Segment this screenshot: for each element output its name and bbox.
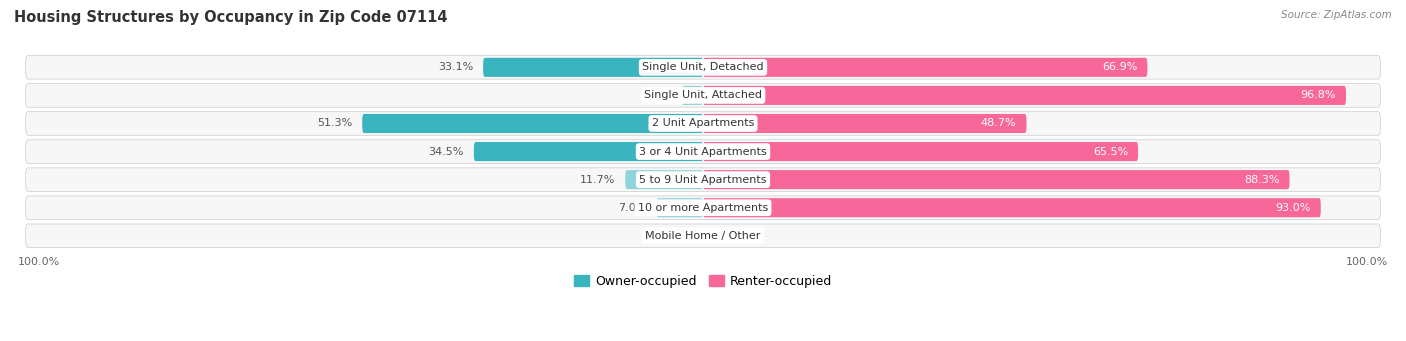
FancyBboxPatch shape xyxy=(703,58,1147,77)
Text: 48.7%: 48.7% xyxy=(981,118,1017,129)
Text: Single Unit, Detached: Single Unit, Detached xyxy=(643,62,763,72)
FancyBboxPatch shape xyxy=(626,170,703,189)
FancyBboxPatch shape xyxy=(474,142,703,161)
Text: 88.3%: 88.3% xyxy=(1244,175,1279,184)
FancyBboxPatch shape xyxy=(484,58,703,77)
FancyBboxPatch shape xyxy=(703,142,1137,161)
Legend: Owner-occupied, Renter-occupied: Owner-occupied, Renter-occupied xyxy=(568,270,838,293)
Text: Housing Structures by Occupancy in Zip Code 07114: Housing Structures by Occupancy in Zip C… xyxy=(14,10,447,25)
Text: 34.5%: 34.5% xyxy=(429,147,464,157)
Text: Single Unit, Attached: Single Unit, Attached xyxy=(644,90,762,100)
FancyBboxPatch shape xyxy=(703,86,1346,105)
FancyBboxPatch shape xyxy=(703,170,1289,189)
FancyBboxPatch shape xyxy=(657,198,703,217)
Text: 33.1%: 33.1% xyxy=(437,62,474,72)
FancyBboxPatch shape xyxy=(682,86,703,105)
FancyBboxPatch shape xyxy=(25,84,1381,107)
Text: 93.0%: 93.0% xyxy=(1275,203,1310,213)
Text: 2 Unit Apartments: 2 Unit Apartments xyxy=(652,118,754,129)
Text: Source: ZipAtlas.com: Source: ZipAtlas.com xyxy=(1281,10,1392,20)
FancyBboxPatch shape xyxy=(363,114,703,133)
Text: 51.3%: 51.3% xyxy=(316,118,353,129)
Text: Mobile Home / Other: Mobile Home / Other xyxy=(645,231,761,241)
Text: 66.9%: 66.9% xyxy=(1102,62,1137,72)
Text: 11.7%: 11.7% xyxy=(579,175,616,184)
FancyBboxPatch shape xyxy=(25,56,1381,79)
FancyBboxPatch shape xyxy=(703,114,1026,133)
Text: 3 or 4 Unit Apartments: 3 or 4 Unit Apartments xyxy=(640,147,766,157)
Text: 65.5%: 65.5% xyxy=(1092,147,1128,157)
FancyBboxPatch shape xyxy=(25,140,1381,163)
FancyBboxPatch shape xyxy=(25,168,1381,191)
FancyBboxPatch shape xyxy=(25,196,1381,220)
Text: 5 to 9 Unit Apartments: 5 to 9 Unit Apartments xyxy=(640,175,766,184)
FancyBboxPatch shape xyxy=(25,224,1381,248)
Text: 96.8%: 96.8% xyxy=(1301,90,1336,100)
Text: 0.0%: 0.0% xyxy=(665,231,693,241)
Text: 3.2%: 3.2% xyxy=(644,90,672,100)
FancyBboxPatch shape xyxy=(25,112,1381,135)
Text: 0.0%: 0.0% xyxy=(713,231,741,241)
Text: 10 or more Apartments: 10 or more Apartments xyxy=(638,203,768,213)
Text: 7.0%: 7.0% xyxy=(619,203,647,213)
FancyBboxPatch shape xyxy=(703,198,1320,217)
